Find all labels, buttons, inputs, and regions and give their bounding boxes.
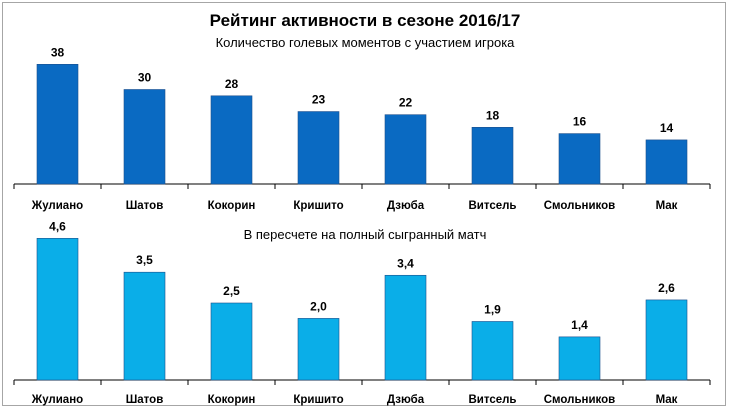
top-value-label-2: 30 xyxy=(138,71,152,85)
top-bar-2 xyxy=(123,89,166,185)
top-bar-8 xyxy=(645,139,688,185)
chart-frame xyxy=(2,2,726,406)
top-category-label-1: Жулиано xyxy=(31,200,83,212)
bottom-value-label-7: 1,4 xyxy=(571,318,588,332)
bottom-chart-panel: 4,6 Жулиано 3,5 Шатов 2,5 Кокорин 2,0 Кришито 3,… xyxy=(13,219,711,406)
top-category-label-8: Мак xyxy=(656,200,678,212)
bottom-category-label-6: Витсель xyxy=(468,394,516,406)
top-category-label-6: Витсель xyxy=(468,200,516,212)
top-value-label-5: 22 xyxy=(399,96,413,110)
bottom-bar-8 xyxy=(645,299,688,381)
top-value-label-3: 28 xyxy=(225,77,239,91)
top-category-label-4: Кришито xyxy=(293,200,343,212)
top-bar-7 xyxy=(558,133,601,185)
bottom-bar-5 xyxy=(384,274,427,381)
chart-title: Рейтинг активности в сезоне 2016/17 xyxy=(210,11,521,30)
bottom-category-label-1: Жулиано xyxy=(31,394,83,406)
top-value-label-1: 38 xyxy=(51,45,65,59)
bottom-value-label-8: 2,6 xyxy=(658,281,675,295)
bottom-value-label-5: 3,4 xyxy=(397,256,414,270)
bottom-category-label-7: Смольников xyxy=(544,394,616,406)
top-bar-6 xyxy=(471,127,514,185)
top-chart-panel: 38 Жулиано 30 Шатов 28 Кокорин 23 Кришито 22 Дзюб… xyxy=(13,45,711,212)
bottom-bar-3 xyxy=(210,302,253,381)
bottom-value-label-3: 2,5 xyxy=(223,284,240,298)
top-value-label-8: 14 xyxy=(660,121,674,135)
bottom-bar-6 xyxy=(471,321,514,381)
bottom-value-label-6: 1,9 xyxy=(484,302,501,316)
top-value-label-4: 23 xyxy=(312,93,326,107)
bottom-value-label-1: 4,6 xyxy=(49,219,66,233)
bottom-value-label-4: 2,0 xyxy=(310,299,327,313)
bottom-value-label-2: 3,5 xyxy=(136,253,153,267)
bottom-bar-4 xyxy=(297,318,340,381)
top-bar-4 xyxy=(297,111,340,185)
top-category-label-7: Смольников xyxy=(544,200,616,212)
top-category-label-3: Кокорин xyxy=(208,200,256,212)
top-value-label-7: 16 xyxy=(573,115,587,129)
top-value-label-6: 18 xyxy=(486,108,500,122)
top-bar-5 xyxy=(384,114,427,185)
bottom-category-label-4: Кришито xyxy=(293,394,343,406)
bottom-category-label-2: Шатов xyxy=(126,394,164,406)
bottom-bar-7 xyxy=(558,336,601,381)
bottom-bar-2 xyxy=(123,271,166,381)
bottom-category-label-5: Дзюба xyxy=(387,394,425,406)
top-chart-subtitle: Количество голевых моментов с участием и… xyxy=(216,35,516,50)
top-bar-1 xyxy=(36,64,79,185)
bottom-category-label-3: Кокорин xyxy=(208,394,256,406)
bottom-category-label-8: Мак xyxy=(656,394,678,406)
bottom-chart-subtitle: В пересчете на полный сыгранный матч xyxy=(244,227,487,242)
top-category-label-2: Шатов xyxy=(126,200,164,212)
top-category-label-5: Дзюба xyxy=(387,200,425,212)
bottom-bar-1 xyxy=(36,238,79,381)
top-bar-3 xyxy=(210,95,253,185)
